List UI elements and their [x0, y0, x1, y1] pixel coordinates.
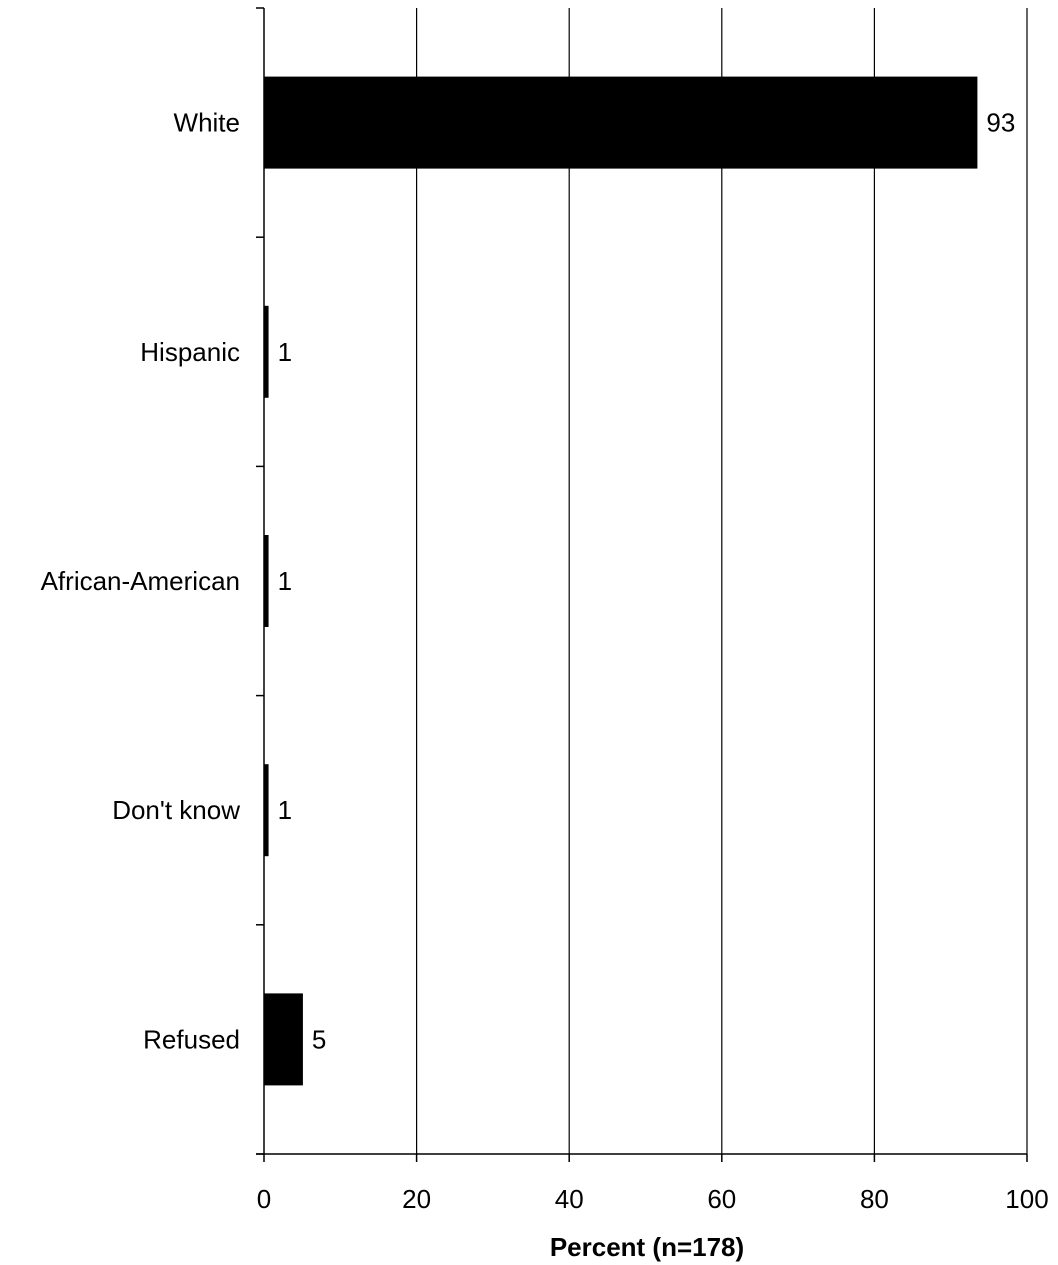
- x-tick-label: 0: [257, 1184, 271, 1214]
- x-axis-title: Percent (n=178): [550, 1232, 744, 1262]
- category-label: African-American: [41, 566, 240, 596]
- labels: 0 20 40 60 80 100 White 93 Hispanic 1 African-Amer…: [41, 108, 1049, 1214]
- bars: [264, 76, 978, 1086]
- bar: [264, 535, 269, 627]
- bar: [264, 993, 303, 1086]
- gridlines: [416, 8, 1028, 1154]
- bar: [264, 76, 978, 169]
- category-label: White: [174, 108, 240, 138]
- x-tick-label: 100: [1005, 1184, 1048, 1214]
- data-label: 1: [278, 337, 292, 367]
- axes: [256, 7, 1028, 1162]
- category-label: Hispanic: [140, 337, 240, 367]
- x-tick-label: 20: [402, 1184, 431, 1214]
- data-label: 1: [278, 795, 292, 825]
- data-label: 5: [312, 1024, 326, 1054]
- bar: [264, 764, 269, 857]
- x-tick-label: 40: [555, 1184, 584, 1214]
- category-label: Refused: [143, 1024, 240, 1054]
- category-label: Don't know: [112, 795, 240, 825]
- x-tick-label: 80: [860, 1184, 889, 1214]
- x-tick-label: 60: [707, 1184, 736, 1214]
- data-label: 1: [278, 566, 292, 596]
- data-label: 93: [986, 108, 1015, 138]
- bar: [264, 305, 269, 398]
